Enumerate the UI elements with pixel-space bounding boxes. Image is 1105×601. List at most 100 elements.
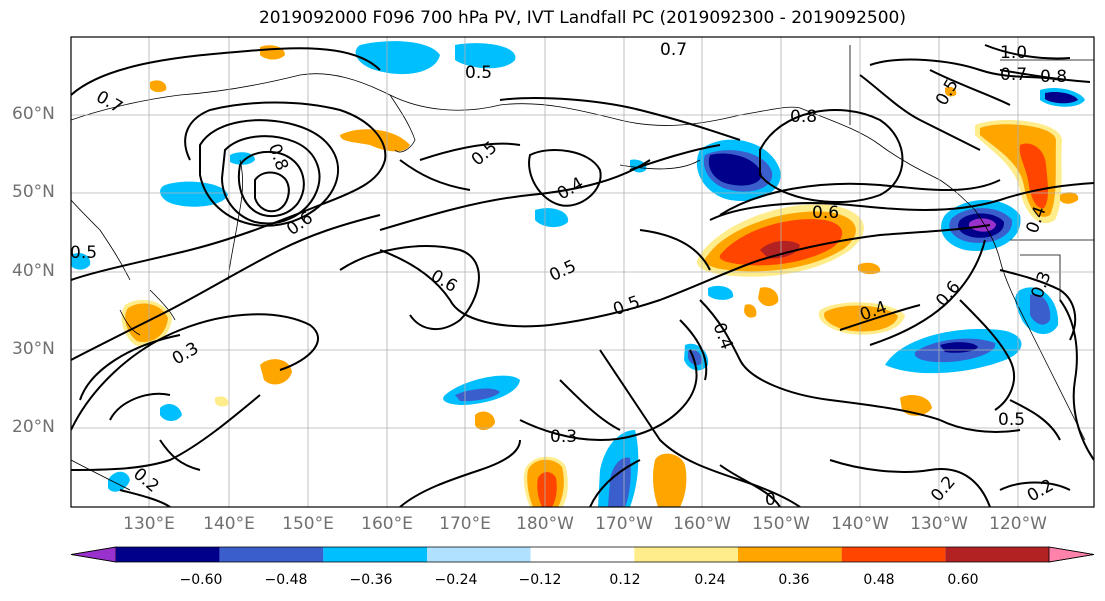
contour-label: 0.3 [1027,269,1055,301]
negative-anomaly-area [160,181,228,207]
contour-label: 0.4 [709,320,737,352]
colorbar-segment [634,547,738,562]
colorbar-tick: −0.60 [179,572,223,588]
lon-label: 120°W [989,514,1047,534]
contour-label: 0.5 [70,243,97,263]
contour-label: 0.2 [927,472,960,506]
colorbar-outline [70,546,1095,563]
colorbar-extend-min [70,546,117,563]
negative-anomaly-area [455,388,500,402]
lat-label-30n: 30°N [12,339,55,359]
colorbar-segment [323,547,427,562]
negative-anomaly-area [1030,294,1051,325]
contour-label: 0.5 [546,256,579,286]
negative-anomaly-area [535,208,569,228]
contour-label: 0.3 [169,338,202,369]
colorbar-tick: 0.60 [947,572,979,588]
contour-label: 0.7 [93,87,126,118]
positive-anomaly-area [945,86,957,97]
colorbar-tick: −0.36 [349,572,393,588]
lon-label: 170°W [595,514,653,534]
positive-anomaly-area [215,396,229,407]
positive-anomaly-area [758,287,779,307]
colorbar-segment [530,547,635,562]
colorbar-tick: −0.12 [518,572,562,588]
contour-label: 0.5 [610,292,642,320]
contour-label: 1.0 [1000,43,1027,63]
contour-label: 0.3 [550,427,577,447]
contour-label: 0.8 [264,141,292,173]
contour-label: 0.7 [660,40,687,60]
colorbar-tick: −0.24 [434,572,478,588]
lat-label-60n: 60°N [12,104,55,124]
lon-label: 130°W [910,514,968,534]
contour-label: 0 [765,490,776,510]
lon-label: 180°W [516,514,574,534]
colorbar-tick: 0.12 [609,572,641,588]
lon-label: 150°W [752,514,810,534]
lon-label: 150°E [282,514,334,534]
contour-label: 0.2 [129,464,163,497]
negative-anomaly-area [608,457,631,507]
contour-label: 0.5 [465,63,492,83]
map-frame [70,36,1095,508]
lon-label: 160°E [361,514,413,534]
negative-anomaly-area [71,253,91,270]
colorbar-segment [219,547,324,562]
contour-label: 0.7 [1000,65,1027,85]
negative-anomaly-area [230,152,255,165]
positive-anomaly-area [475,411,495,431]
colorbar-extend-max [1048,546,1095,563]
positive-anomaly-area [260,45,285,60]
colorbar-segment [116,547,220,562]
contour-label: 0.6 [932,277,965,311]
positive-anomaly-area [760,240,800,259]
colorbar-segment [841,547,946,562]
negative-anomaly-area [968,218,996,232]
lon-label: 160°W [673,514,731,534]
coastlines [71,45,1094,491]
contour-label: 0.6 [812,203,839,223]
colorbar-tick: 0.24 [694,572,726,588]
positive-anomaly-area [340,129,410,152]
pv-contours [71,44,1094,507]
positive-anomaly-area [824,305,898,332]
negative-anomaly-area [708,285,734,300]
positive-anomaly-area [150,80,167,93]
negative-anomaly-area [108,471,130,492]
lat-label-20n: 20°N [12,417,55,437]
map-title: 2019092000 F096 700 hPa PV, IVT Landfall… [258,8,906,28]
contour-label: 0.5 [998,410,1025,430]
contour-label: 0.6 [427,266,460,297]
colorbar-tick: 0.48 [863,572,895,588]
contour-label: 0.4 [554,173,587,204]
contour-label: 0.2 [1024,475,1057,506]
positive-anomaly-area [900,395,932,416]
colorbar-segment [738,547,842,562]
lat-label-50n: 50°N [12,182,55,202]
negative-anomaly-area [708,153,762,186]
lon-label: 140°W [831,514,889,534]
positive-anomaly-area [537,472,557,507]
positive-anomaly-area [260,359,292,385]
positive-anomaly-area [744,304,757,318]
negative-anomaly-area [160,404,182,422]
negative-anomaly-area [355,41,440,75]
positive-anomaly-area [858,262,881,275]
colorbar-tick: 0.36 [778,572,810,588]
contour-label: 0.5 [468,138,502,171]
contour-label: 0.5 [932,76,963,109]
colorbar-tick: −0.48 [264,572,308,588]
colorbar-segment [427,547,531,562]
lat-label-40n: 40°N [12,261,55,281]
contour-labels: 0.7 0.5 0.7 1.0 0.7 0.8 0.5 0.8 0.8 0.5 … [70,40,1067,510]
contour-label: 0.8 [790,107,817,127]
negative-anomaly-area [455,43,516,69]
positive-anomaly-area [653,453,687,507]
colorbar [70,546,1095,563]
negative-anomaly-area [1045,91,1078,104]
positive-anomaly-area [1019,143,1048,209]
contour-label: 0.8 [1040,67,1067,87]
lon-label: 130°E [123,514,175,534]
